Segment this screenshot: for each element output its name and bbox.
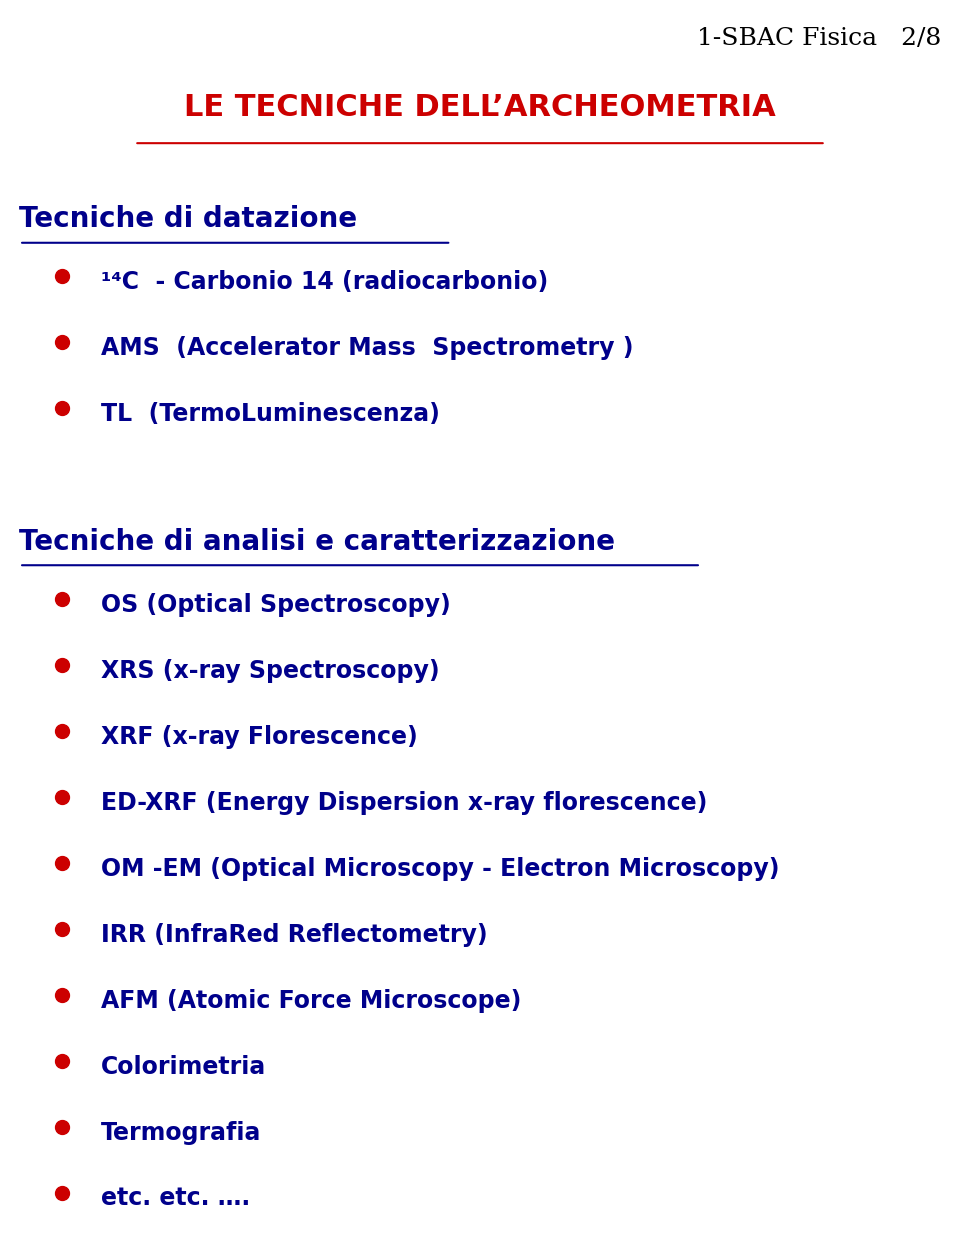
- Text: Tecniche di analisi e caratterizzazione: Tecniche di analisi e caratterizzazione: [19, 528, 615, 555]
- Text: Colorimetria: Colorimetria: [101, 1055, 266, 1078]
- Text: LE TECNICHE DELL’ARCHEOMETRIA: LE TECNICHE DELL’ARCHEOMETRIA: [184, 93, 776, 122]
- Text: XRS (x-ray Spectroscopy): XRS (x-ray Spectroscopy): [101, 659, 440, 682]
- Text: OM -EM (Optical Microscopy - Electron Microscopy): OM -EM (Optical Microscopy - Electron Mi…: [101, 857, 780, 880]
- Text: ED-XRF (Energy Dispersion x-ray florescence): ED-XRF (Energy Dispersion x-ray floresce…: [101, 791, 708, 814]
- Text: XRF (x-ray Florescence): XRF (x-ray Florescence): [101, 725, 418, 748]
- Text: OS (Optical Spectroscopy): OS (Optical Spectroscopy): [101, 593, 450, 616]
- Text: Tecniche di datazione: Tecniche di datazione: [19, 205, 357, 233]
- Text: etc. etc. ….: etc. etc. ….: [101, 1186, 250, 1210]
- Text: IRR (InfraRed Reflectometry): IRR (InfraRed Reflectometry): [101, 923, 488, 946]
- Text: TL  (TermoLuminescenza): TL (TermoLuminescenza): [101, 402, 440, 426]
- Text: Termografia: Termografia: [101, 1120, 261, 1144]
- Text: ¹⁴C  - Carbonio 14 (radiocarbonio): ¹⁴C - Carbonio 14 (radiocarbonio): [101, 270, 548, 294]
- Text: AMS  (Accelerator Mass  Spectrometry ): AMS (Accelerator Mass Spectrometry ): [101, 336, 634, 360]
- Text: AFM (Atomic Force Microscope): AFM (Atomic Force Microscope): [101, 989, 521, 1012]
- Text: 1-SBAC Fisica   2/8: 1-SBAC Fisica 2/8: [697, 27, 941, 50]
